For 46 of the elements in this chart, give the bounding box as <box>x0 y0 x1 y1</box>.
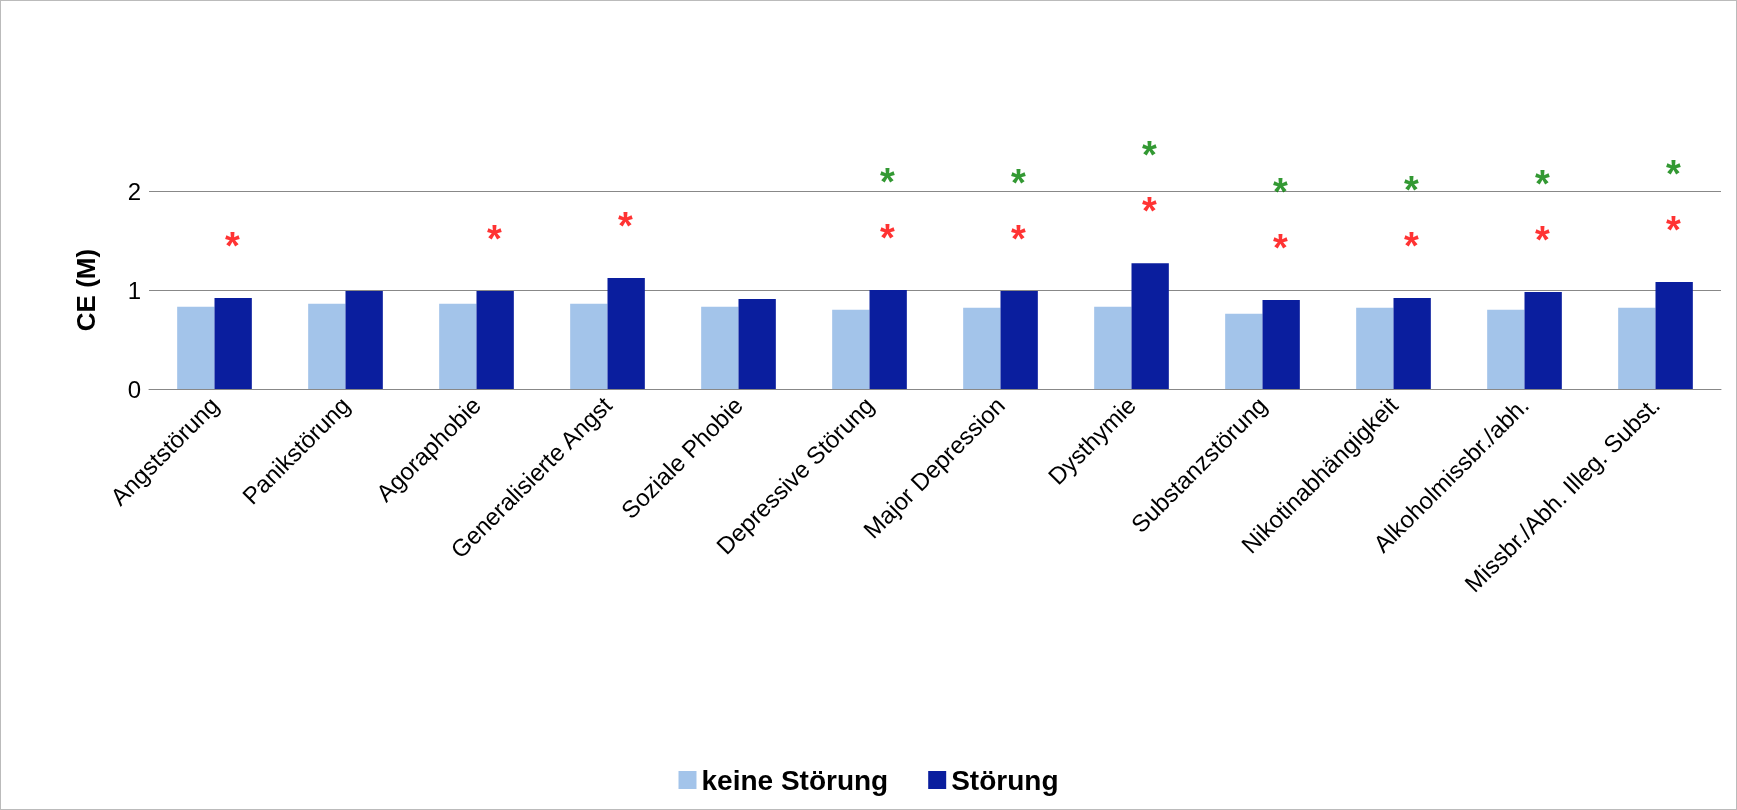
y-tick-label: 0 <box>127 375 141 403</box>
bar <box>345 290 383 389</box>
bar <box>476 290 514 389</box>
bar <box>214 297 252 389</box>
bar <box>738 298 776 389</box>
bar <box>1094 306 1132 389</box>
bar <box>308 303 346 389</box>
y-axis-title: CE (M) <box>71 248 101 332</box>
legend-label: Störung <box>951 764 1059 796</box>
bar <box>1356 307 1394 389</box>
annotation: * <box>618 205 634 248</box>
legend-label: keine Störung <box>701 764 889 796</box>
bar <box>1262 299 1300 389</box>
bar <box>869 290 907 389</box>
bar <box>1655 282 1693 389</box>
annotation: * <box>1142 190 1158 233</box>
bar <box>1225 313 1263 389</box>
annotation: * <box>1666 209 1682 252</box>
bar <box>1618 307 1656 389</box>
bar <box>439 303 477 389</box>
annotation: * <box>1273 226 1289 269</box>
bar <box>607 278 645 389</box>
bar <box>701 306 739 389</box>
annotation: * <box>487 217 503 260</box>
bar <box>177 306 215 389</box>
bar <box>1524 291 1562 389</box>
annotation: * <box>1142 134 1158 177</box>
bar <box>963 307 1001 389</box>
annotation: * <box>1535 218 1551 261</box>
annotation: * <box>1666 153 1682 196</box>
annotation: * <box>1011 161 1027 204</box>
annotation: * <box>880 161 896 203</box>
y-tick-label: 2 <box>127 177 141 205</box>
annotation: * <box>1404 224 1420 267</box>
bar <box>1000 290 1038 389</box>
annotation: * <box>1011 217 1027 260</box>
annotation: * <box>1535 162 1551 205</box>
annotation: * <box>1404 168 1420 211</box>
bar <box>832 309 870 389</box>
bar <box>1131 263 1169 389</box>
annotation: * <box>880 217 896 259</box>
bar <box>1393 297 1431 389</box>
bar <box>1487 309 1525 389</box>
bar <box>570 303 608 389</box>
annotation: * <box>225 224 241 267</box>
y-tick-label: 1 <box>127 276 141 304</box>
